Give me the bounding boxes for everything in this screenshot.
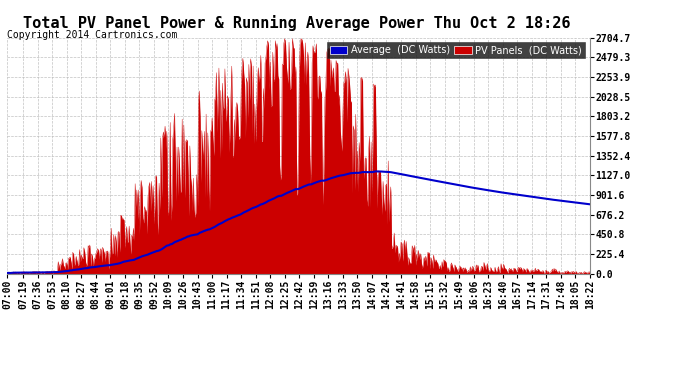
Text: Copyright 2014 Cartronics.com: Copyright 2014 Cartronics.com xyxy=(7,30,177,40)
Text: Total PV Panel Power & Running Average Power Thu Oct 2 18:26: Total PV Panel Power & Running Average P… xyxy=(23,15,571,31)
Legend: Average  (DC Watts), PV Panels  (DC Watts): Average (DC Watts), PV Panels (DC Watts) xyxy=(326,42,585,58)
